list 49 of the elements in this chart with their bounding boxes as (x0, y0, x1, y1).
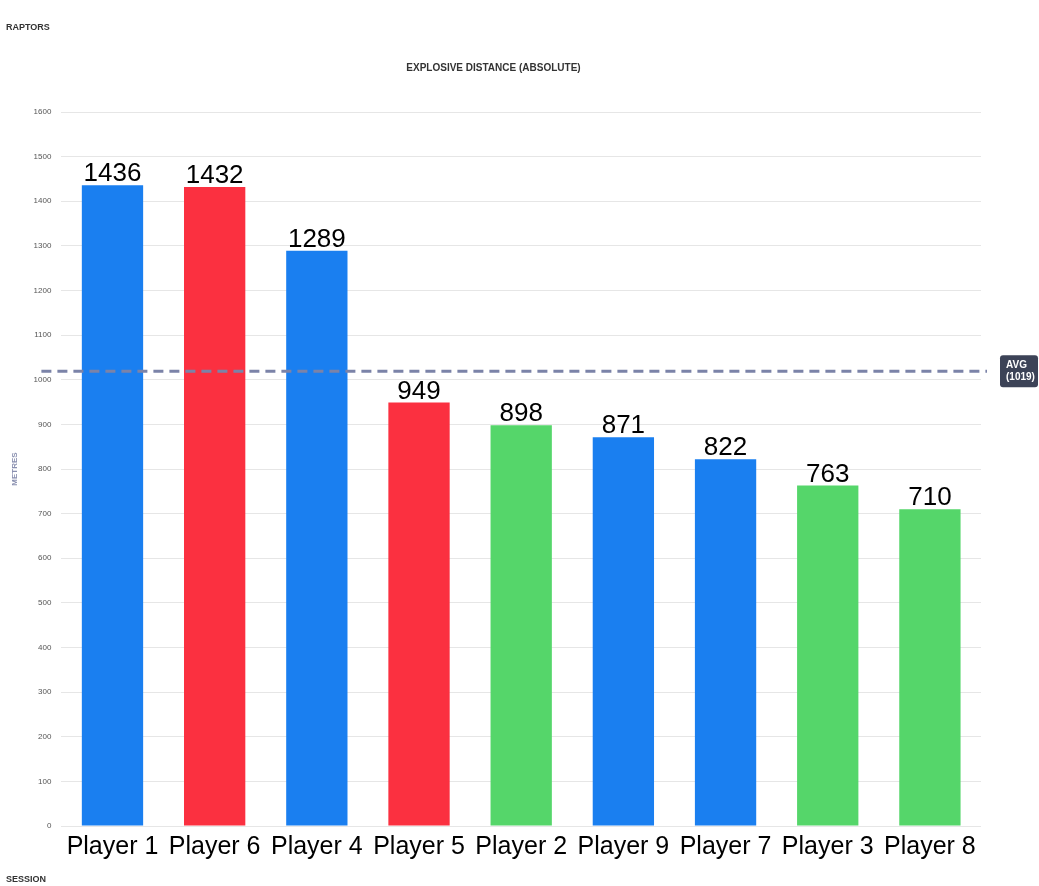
ref-line-label: AVG (1019) (1006, 359, 1035, 383)
bar (388, 402, 450, 826)
y-tick-label: 1300 (33, 241, 52, 251)
y-axis-title: METRES (10, 451, 19, 486)
y-tick-label: 400 (38, 642, 52, 652)
x-tick-label: Player 6 (168, 830, 261, 859)
bar (592, 437, 655, 826)
y-tick-label: 1500 (33, 151, 52, 161)
data-label: 822 (703, 431, 748, 462)
bar (797, 485, 859, 826)
x-tick-label: Player 9 (577, 830, 670, 859)
y-tick-label: 0 (46, 821, 52, 831)
y-tick-label: 1000 (33, 374, 52, 384)
y-tick-label: 300 (38, 687, 52, 697)
y-tick-label: 1400 (33, 196, 52, 206)
y-tick-label: 600 (38, 553, 52, 563)
data-label: 898 (499, 397, 543, 428)
data-label: 1289 (287, 222, 346, 253)
x-tick-label: Player 4 (270, 830, 363, 859)
data-label: 871 (601, 409, 646, 440)
chart-title: EXPLOSIVE DISTANCE (ABSOLUTE) (406, 61, 581, 73)
bar (694, 459, 757, 826)
x-tick-label: Player 3 (781, 830, 874, 859)
y-tick-label: 1100 (34, 330, 52, 340)
text: RAPTORS (6, 22, 50, 33)
y-tick-label: 800 (38, 464, 52, 474)
bar (490, 425, 552, 826)
text: SESSION (6, 874, 47, 885)
bar (899, 509, 961, 826)
y-tick-label: 1200 (33, 285, 52, 295)
x-tick-label: Player 8 (884, 830, 976, 859)
y-tick-label: 1600 (33, 107, 52, 117)
data-label: 949 (397, 374, 441, 405)
x-tick-label: Player 5 (373, 830, 465, 859)
x-tick-label: Player 7 (679, 830, 772, 859)
y-tick-label: 900 (38, 419, 52, 429)
data-label: 710 (908, 481, 952, 512)
data-label: 1432 (185, 159, 244, 190)
data-label: 763 (806, 457, 850, 488)
x-tick-label: Player 2 (475, 830, 568, 859)
y-tick-label: 500 (38, 598, 52, 608)
y-tick-label: 700 (38, 508, 52, 518)
y-tick-label: 200 (38, 731, 52, 741)
data-label: 1436 (83, 157, 142, 188)
bar (286, 250, 348, 826)
x-tick-label: Player 1 (66, 830, 159, 859)
bar (184, 186, 246, 826)
bar (81, 185, 144, 826)
y-tick-label: 100 (38, 776, 52, 786)
